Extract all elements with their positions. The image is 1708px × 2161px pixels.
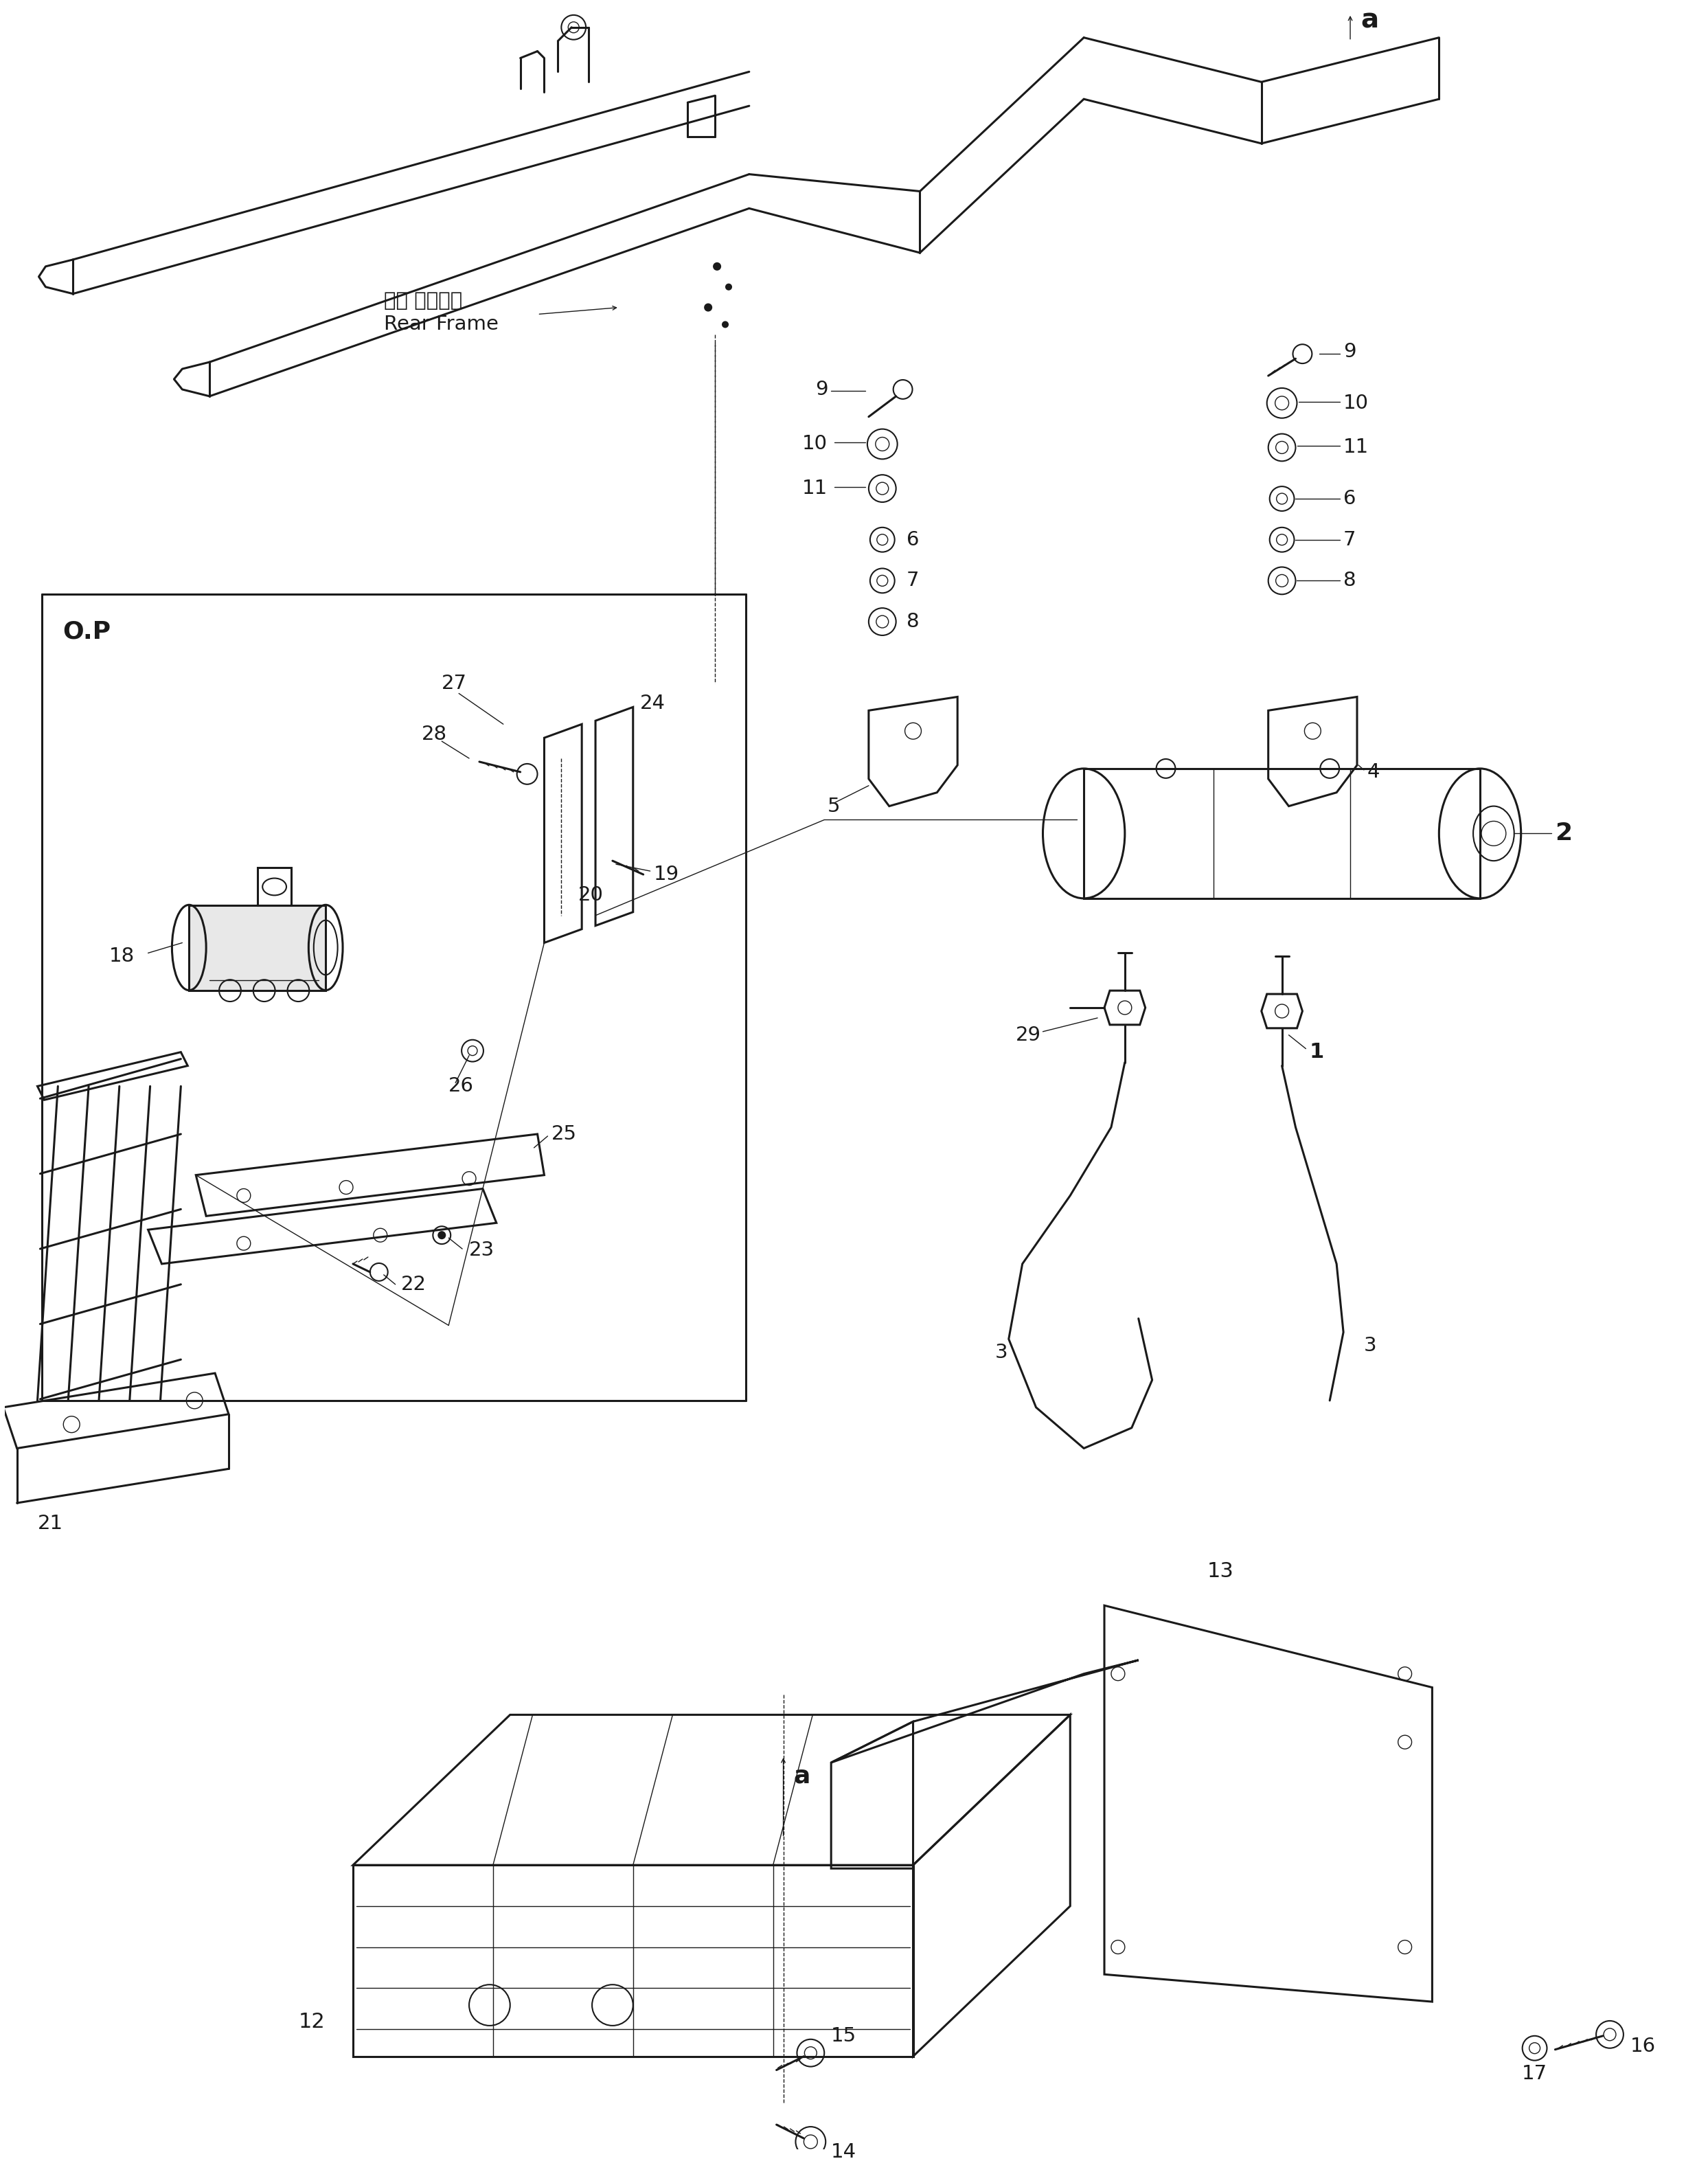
Text: 10: 10 — [803, 434, 828, 454]
Circle shape — [714, 264, 721, 270]
Text: 20: 20 — [579, 886, 603, 905]
Text: 11: 11 — [1344, 439, 1370, 458]
Text: 3: 3 — [996, 1344, 1008, 1361]
Text: Rear Frame: Rear Frame — [384, 316, 499, 335]
Text: 6: 6 — [1344, 488, 1356, 508]
Text: 24: 24 — [640, 694, 666, 713]
Text: 7: 7 — [1344, 529, 1356, 549]
Text: 19: 19 — [654, 864, 680, 884]
Text: 8: 8 — [1344, 571, 1356, 590]
Polygon shape — [190, 905, 326, 990]
Text: 1: 1 — [1310, 1042, 1324, 1061]
Text: 3: 3 — [1365, 1335, 1377, 1355]
Text: 12: 12 — [299, 2012, 325, 2031]
Text: 9: 9 — [1344, 341, 1356, 361]
Text: 6: 6 — [907, 529, 919, 549]
Circle shape — [726, 285, 731, 290]
Text: a: a — [794, 1766, 810, 1787]
Text: O.P: O.P — [63, 620, 111, 644]
Text: 26: 26 — [449, 1076, 475, 1096]
Text: 15: 15 — [832, 2027, 857, 2046]
Text: 25: 25 — [552, 1124, 577, 1143]
Text: 16: 16 — [1629, 2036, 1655, 2055]
Circle shape — [705, 305, 712, 311]
Text: 21: 21 — [38, 1515, 63, 1532]
Text: 14: 14 — [832, 2142, 857, 2161]
Text: 10: 10 — [1344, 393, 1368, 413]
Text: 27: 27 — [442, 674, 468, 694]
Text: 9: 9 — [815, 380, 828, 400]
Text: 13: 13 — [1208, 1562, 1233, 1582]
Circle shape — [439, 1232, 446, 1238]
Text: 29: 29 — [1016, 1024, 1040, 1044]
Text: 8: 8 — [907, 612, 919, 631]
Text: 7: 7 — [907, 571, 919, 590]
Text: 4: 4 — [1368, 763, 1380, 782]
Text: リヤ フレーム: リヤ フレーム — [384, 292, 463, 311]
Text: 22: 22 — [401, 1275, 427, 1294]
Text: 17: 17 — [1522, 2064, 1547, 2083]
Text: 18: 18 — [109, 947, 135, 966]
Text: 2: 2 — [1556, 821, 1573, 845]
Text: a: a — [1361, 6, 1378, 35]
Text: 11: 11 — [803, 480, 828, 497]
Circle shape — [722, 322, 728, 326]
Text: 5: 5 — [828, 797, 840, 815]
Text: 28: 28 — [422, 724, 447, 743]
Text: 23: 23 — [470, 1240, 495, 1260]
